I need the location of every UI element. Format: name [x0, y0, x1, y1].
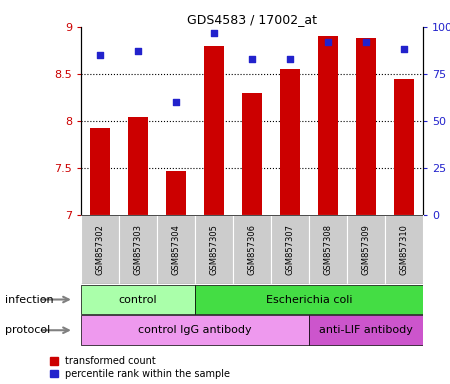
- Bar: [119, 215, 157, 284]
- Legend: transformed count, percentile rank within the sample: transformed count, percentile rank withi…: [50, 356, 230, 379]
- Text: infection: infection: [4, 295, 53, 305]
- Bar: [127, 117, 148, 215]
- Bar: [81, 285, 195, 314]
- Bar: [195, 285, 423, 314]
- Text: GSM857305: GSM857305: [210, 224, 219, 275]
- Text: GSM857302: GSM857302: [95, 224, 104, 275]
- Bar: [318, 36, 338, 215]
- Bar: [356, 38, 377, 215]
- Bar: [347, 215, 385, 284]
- Text: control: control: [119, 295, 158, 305]
- Bar: [203, 46, 225, 215]
- Bar: [81, 215, 119, 284]
- Bar: [157, 215, 195, 284]
- Bar: [81, 316, 309, 345]
- Text: protocol: protocol: [4, 325, 50, 335]
- Point: [172, 99, 180, 105]
- Point: [400, 46, 408, 53]
- Bar: [385, 215, 423, 284]
- Point: [248, 56, 256, 62]
- Bar: [195, 215, 233, 284]
- Text: anti-LIF antibody: anti-LIF antibody: [319, 325, 413, 335]
- Point: [362, 39, 369, 45]
- Point: [135, 48, 142, 55]
- Point: [286, 56, 293, 62]
- Bar: [233, 215, 271, 284]
- Title: GDS4583 / 17002_at: GDS4583 / 17002_at: [187, 13, 317, 26]
- Text: GSM857303: GSM857303: [134, 224, 143, 275]
- Bar: [242, 93, 262, 215]
- Text: GSM857304: GSM857304: [171, 224, 180, 275]
- Bar: [166, 171, 186, 215]
- Point: [211, 30, 218, 36]
- Text: GSM857308: GSM857308: [324, 224, 333, 275]
- Bar: [279, 69, 301, 215]
- Bar: [90, 129, 110, 215]
- Text: GSM857309: GSM857309: [361, 224, 370, 275]
- Point: [324, 39, 332, 45]
- Text: Escherichia coli: Escherichia coli: [266, 295, 352, 305]
- Bar: [309, 316, 423, 345]
- Text: GSM857310: GSM857310: [400, 224, 409, 275]
- Point: [96, 52, 104, 58]
- Text: GSM857306: GSM857306: [248, 224, 256, 275]
- Text: control IgG antibody: control IgG antibody: [138, 325, 252, 335]
- Bar: [271, 215, 309, 284]
- Text: GSM857307: GSM857307: [285, 224, 294, 275]
- Bar: [394, 79, 414, 215]
- Bar: [309, 215, 347, 284]
